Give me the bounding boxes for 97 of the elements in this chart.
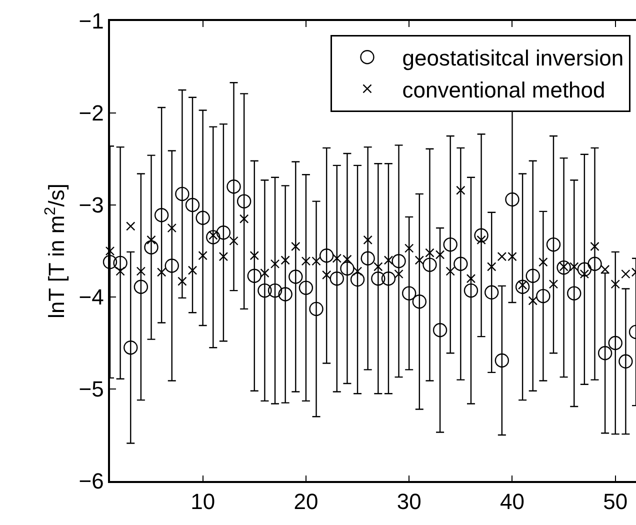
point	[526, 268, 540, 283]
point	[412, 294, 427, 309]
point	[226, 180, 241, 194]
point	[298, 280, 314, 295]
point	[167, 223, 176, 233]
point	[268, 283, 282, 298]
point	[350, 272, 365, 287]
point	[124, 340, 138, 355]
point	[185, 198, 200, 212]
point	[352, 266, 362, 276]
point	[198, 251, 208, 260]
point	[154, 208, 169, 222]
point	[134, 280, 148, 294]
point	[116, 266, 125, 276]
point	[144, 240, 158, 254]
point	[474, 228, 488, 242]
point	[528, 296, 538, 306]
point	[456, 186, 466, 195]
point	[360, 251, 375, 266]
point	[156, 268, 166, 277]
point	[494, 353, 510, 368]
point	[102, 254, 118, 270]
point	[392, 254, 406, 268]
point	[363, 235, 372, 245]
point	[454, 256, 468, 271]
point	[330, 272, 344, 286]
point	[178, 276, 187, 286]
point	[196, 210, 210, 225]
point	[466, 274, 476, 284]
point	[536, 288, 550, 304]
point	[588, 256, 602, 271]
point	[371, 272, 386, 286]
point	[322, 270, 332, 280]
y-tick-label: −6	[78, 468, 104, 494]
point	[443, 237, 458, 252]
point	[374, 262, 383, 272]
point	[280, 256, 290, 265]
x-tick-label: 50	[603, 489, 628, 514]
x-tick-label: 30	[396, 489, 422, 514]
point	[422, 258, 437, 272]
point	[384, 256, 394, 265]
point	[258, 283, 272, 298]
point	[484, 285, 499, 300]
y-tick-label: −1	[78, 8, 104, 34]
x-tick-label: 10	[190, 489, 216, 514]
y-tick-label: −4	[78, 284, 104, 310]
point	[270, 259, 280, 268]
point	[340, 261, 354, 276]
point	[608, 336, 622, 350]
legend-label: geostatisitcal inversion	[402, 46, 624, 71]
point	[206, 230, 220, 244]
point	[404, 244, 414, 253]
point	[175, 186, 190, 202]
point	[188, 266, 198, 275]
point	[618, 354, 633, 368]
point	[515, 280, 530, 294]
point	[598, 346, 612, 360]
point	[216, 226, 231, 240]
point	[218, 252, 228, 262]
point	[105, 246, 115, 256]
point	[278, 287, 292, 302]
y-tick-label: −5	[78, 376, 104, 402]
x-tick-label: 40	[500, 489, 524, 514]
point	[381, 272, 396, 286]
y-tick-label: −3	[78, 192, 104, 218]
point	[319, 248, 334, 263]
point	[250, 251, 259, 260]
point	[590, 242, 600, 251]
point	[236, 194, 252, 208]
point	[291, 242, 300, 251]
y-tick-label: −2	[78, 100, 104, 126]
point	[260, 268, 270, 278]
point	[567, 286, 582, 300]
point	[538, 257, 548, 267]
point	[394, 269, 404, 279]
point	[464, 283, 478, 298]
point	[146, 235, 156, 245]
point	[546, 237, 561, 252]
point	[414, 256, 424, 265]
point	[505, 192, 520, 207]
point	[402, 286, 416, 300]
legend-label: conventional method	[402, 77, 606, 102]
point	[136, 266, 146, 276]
point	[309, 302, 324, 316]
point	[288, 270, 303, 284]
point	[548, 280, 558, 289]
point	[229, 236, 238, 246]
point	[164, 258, 179, 273]
point	[126, 222, 136, 231]
point	[239, 214, 249, 224]
x-tick-label: 20	[294, 489, 318, 514]
point	[247, 268, 262, 283]
point	[577, 262, 592, 276]
point	[432, 323, 448, 338]
point	[113, 256, 128, 270]
point	[446, 266, 455, 276]
point	[487, 262, 496, 272]
